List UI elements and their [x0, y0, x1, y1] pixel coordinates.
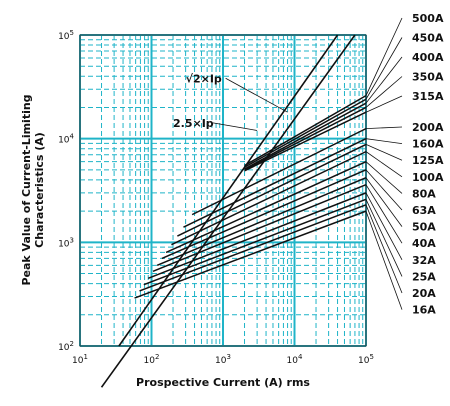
rating-label-80a: 80A [412, 187, 436, 200]
curve-20a [139, 204, 367, 292]
x-tick-label: 101 [72, 353, 88, 366]
x-tick-label: 105 [358, 353, 374, 366]
x-axis-title: Prospective Current (A) rms [136, 376, 310, 389]
rating-label-50a: 50A [412, 221, 436, 234]
rating-label-100a: 100A [412, 171, 444, 184]
curve-500a [244, 94, 367, 167]
leader-400a [365, 56, 403, 104]
curve-350a [244, 106, 367, 171]
rating-label-350a: 350A [412, 71, 444, 84]
curve-63a [161, 169, 367, 260]
leader-32a [365, 192, 403, 260]
series-lines [134, 94, 367, 299]
x-tick-label: 102 [144, 353, 160, 366]
y-tick-label: 102 [58, 340, 74, 353]
leader-200a [365, 126, 403, 130]
rating-label-32a: 32A [412, 254, 436, 267]
rating-label-450a: 450A [412, 32, 444, 45]
curve-50a [156, 177, 367, 267]
curve-16a [134, 210, 367, 299]
leader-50a [365, 177, 403, 227]
rating-label-20a: 20A [412, 287, 436, 300]
grid [79, 34, 367, 347]
leader-16a [365, 210, 403, 310]
rating-label-63a: 63A [412, 204, 436, 217]
leader-450a [365, 37, 403, 100]
rating-label-400a: 400A [412, 51, 444, 64]
curve-80a [165, 160, 367, 254]
rating-label-125a: 125A [412, 154, 444, 167]
curve-315a [244, 111, 367, 172]
y-axis-title: Peak Value of Current-Limiting Character… [20, 94, 46, 285]
y-tick-label: 104 [58, 133, 74, 146]
leader-125a [365, 144, 403, 161]
rating-label-500a: 500A [412, 12, 444, 25]
leader-20a [365, 204, 403, 294]
annotation-2p5-ip: 2.5×Ip [173, 117, 214, 130]
reference-line-2p5-ip [118, 34, 339, 347]
annotation-pointer [225, 77, 288, 113]
leader-40a [365, 184, 403, 244]
curve-200a [191, 127, 367, 216]
leader-80a [365, 161, 403, 194]
leader-100a [365, 151, 403, 178]
leader-63a [365, 169, 403, 211]
leader-315a [365, 95, 403, 113]
rating-labels: 500A 450A 400A 350A 315A 200A 160A 125A 100A 80A 6… [365, 12, 444, 317]
annotations: √2×Ip 2.5×Ip [173, 72, 288, 131]
y-tick-label: 105 [58, 29, 74, 42]
y-tick-label: 103 [58, 236, 74, 249]
rating-label-16a: 16A [412, 304, 436, 317]
x-tick-label: 104 [287, 353, 303, 366]
curve-450a [244, 98, 367, 168]
curve-32a [147, 192, 367, 279]
plot-frame [79, 34, 367, 347]
leader-25a [365, 199, 403, 277]
rating-label-40a: 40A [412, 237, 436, 250]
leader-500a [365, 17, 403, 96]
x-tick-label: 103 [215, 353, 231, 366]
y-axis-title-line1: Peak Value of Current-Limiting [20, 94, 33, 285]
rating-label-315a: 315A [412, 90, 444, 103]
curve-25a [143, 198, 367, 286]
annotation-sqrt2-ip: √2×Ip [186, 72, 222, 85]
rating-label-160a: 160A [412, 138, 444, 151]
curve-160a [183, 137, 367, 228]
leader-160a [365, 138, 403, 144]
curve-100a [171, 150, 367, 246]
curve-40a [152, 183, 367, 273]
y-axis-title-line2: Characteristics (A) [33, 132, 46, 248]
annotation-pointer [212, 122, 258, 131]
leader-350a [365, 76, 403, 108]
curve-125a [177, 143, 367, 237]
rating-label-200a: 200A [412, 121, 444, 134]
rating-label-25a: 25A [412, 270, 436, 283]
curve-400a [244, 102, 367, 170]
